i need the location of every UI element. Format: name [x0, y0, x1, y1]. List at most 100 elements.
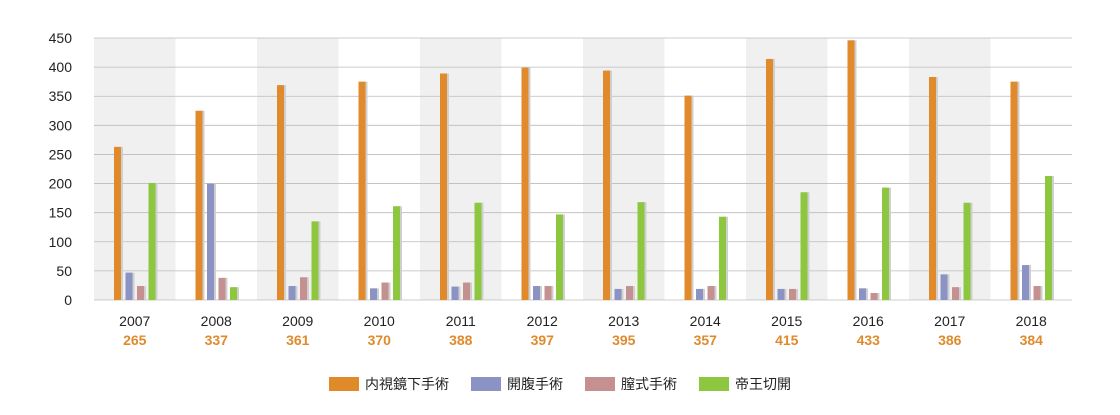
- band-2017: [909, 38, 991, 300]
- total-label-2016: 433: [857, 332, 881, 348]
- bar-2011-s1: [451, 286, 459, 300]
- x-tick-label-2015: 2015: [771, 313, 802, 329]
- total-label-2008: 337: [205, 332, 229, 348]
- bar-2017-s2: [952, 287, 959, 300]
- y-tick-label-150: 150: [49, 205, 73, 221]
- total-label-2011: 388: [449, 332, 473, 348]
- bar-2016-s1: [859, 288, 866, 300]
- x-tick-label-2017: 2017: [934, 313, 965, 329]
- bar-2010-s0: [358, 81, 366, 301]
- x-tick-label-2009: 2009: [282, 313, 313, 329]
- bar-2016-s2: [870, 293, 878, 300]
- bar-2010-s2: [381, 282, 389, 300]
- legend-item-laparoscopic: 内視鏡下手術: [329, 374, 449, 394]
- x-tick-label-2008: 2008: [201, 313, 232, 329]
- y-tick-label-350: 350: [49, 88, 73, 104]
- band-2013: [583, 38, 665, 300]
- x-tick-label-2014: 2014: [690, 313, 721, 329]
- bar-2015-s3: [800, 192, 808, 300]
- total-label-2007: 265: [123, 332, 147, 348]
- total-label-2010: 370: [368, 332, 392, 348]
- bar-2015-s1: [777, 288, 785, 300]
- legend-swatch-cesarean: [699, 377, 729, 391]
- legend-label-laparoscopic: 内視鏡下手術: [365, 377, 449, 393]
- legend-label-open: 開腹手術: [507, 377, 563, 393]
- x-tick-label-2007: 2007: [119, 313, 150, 329]
- bar-2016-s3: [882, 187, 889, 300]
- bar-2015-s0: [766, 58, 773, 301]
- bar-2016-s0: [847, 40, 855, 300]
- bar-2011-s3: [474, 202, 482, 300]
- bar-2017-s1: [940, 274, 948, 300]
- bar-2014-s2: [707, 286, 715, 300]
- legend: 内視鏡下手術 開腹手術 膣式手術 帝王切開: [0, 374, 1120, 394]
- bar-2008-s3: [230, 287, 237, 300]
- total-label-2013: 395: [612, 332, 636, 348]
- x-tick-label-2010: 2010: [364, 313, 395, 329]
- legend-item-open: 開腹手術: [471, 374, 563, 394]
- bar-2007-s2: [137, 286, 144, 300]
- total-label-2009: 361: [286, 332, 310, 348]
- bar-chart-plot: 0 50 100 150 200 250 300 350 400 450 2007 265 2008 33…: [49, 30, 1072, 348]
- bar-2018-s3: [1045, 175, 1052, 300]
- bar-2011-s2: [463, 282, 470, 300]
- bar-2009-s0: [277, 85, 284, 300]
- bar-2017-s3: [963, 202, 971, 300]
- bar-2013-s0: [603, 70, 610, 300]
- y-tick-label-300: 300: [49, 117, 73, 133]
- y-tick-label-400: 400: [49, 59, 73, 75]
- bar-2012-s3: [556, 214, 563, 300]
- bar-2007-s1: [125, 272, 133, 300]
- band-2011: [420, 38, 502, 300]
- legend-label-vaginal: 膣式手術: [621, 377, 677, 393]
- bar-2010-s3: [393, 206, 400, 300]
- total-label-2017: 386: [938, 332, 962, 348]
- bar-2007-s3: [148, 182, 156, 300]
- bar-2008-s0: [195, 110, 203, 301]
- bar-2010-s1: [370, 288, 377, 300]
- band-2009: [257, 38, 339, 300]
- total-label-2012: 397: [531, 332, 555, 348]
- legend-item-vaginal: 膣式手術: [585, 374, 677, 394]
- y-tick-label-50: 50: [56, 263, 72, 279]
- bar-2018-s2: [1033, 286, 1041, 300]
- bar-2011-s0: [440, 73, 447, 300]
- bar-2014-s1: [696, 288, 703, 300]
- bar-2007-s0: [114, 146, 121, 300]
- bar-2012-s2: [544, 286, 552, 300]
- bar-2018-s1: [1022, 265, 1029, 300]
- x-tick-label-2018: 2018: [1016, 313, 1047, 329]
- bar-2008-s2: [218, 277, 226, 300]
- bar-2012-s1: [533, 286, 540, 300]
- bar-2009-s1: [288, 286, 296, 300]
- x-tick-label-2016: 2016: [853, 313, 884, 329]
- legend-swatch-vaginal: [585, 377, 615, 391]
- bar-2013-s2: [626, 286, 633, 300]
- band-2007: [94, 38, 176, 300]
- bar-2014-s0: [684, 95, 692, 300]
- legend-label-cesarean: 帝王切開: [735, 377, 791, 393]
- y-tick-label-200: 200: [49, 176, 73, 192]
- legend-swatch-laparoscopic: [329, 377, 359, 391]
- x-tick-label-2013: 2013: [608, 313, 639, 329]
- y-tick-label-450: 450: [49, 30, 73, 46]
- total-label-2018: 384: [1020, 332, 1044, 348]
- bar-2013-s3: [637, 202, 645, 300]
- bar-2018-s0: [1010, 81, 1018, 301]
- bar-2008-s1: [207, 183, 214, 300]
- total-label-2015: 415: [775, 332, 799, 348]
- y-tick-label-100: 100: [49, 234, 73, 250]
- legend-swatch-open: [471, 377, 501, 391]
- y-tick-label-250: 250: [49, 146, 73, 162]
- y-tick-label-0: 0: [64, 292, 72, 308]
- bar-2015-s2: [789, 288, 796, 300]
- x-tick-label-2012: 2012: [527, 313, 558, 329]
- bar-2013-s1: [614, 288, 622, 300]
- total-label-2014: 357: [694, 332, 718, 348]
- bar-2009-s2: [300, 277, 307, 300]
- legend-item-cesarean: 帝王切開: [699, 374, 791, 394]
- band-2015: [746, 38, 828, 300]
- bar-2014-s3: [719, 216, 726, 300]
- bar-2012-s0: [521, 67, 529, 301]
